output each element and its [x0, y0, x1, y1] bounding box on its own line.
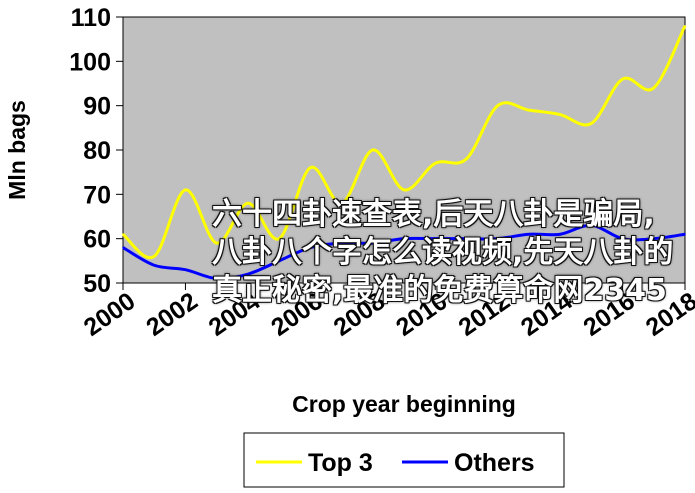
data-point	[590, 224, 593, 227]
data-point	[309, 166, 312, 169]
data-point	[621, 78, 624, 80]
legend: Top 3 Others	[256, 449, 535, 477]
data-point	[278, 260, 280, 262]
data-point	[122, 246, 124, 249]
data-point	[340, 202, 343, 204]
data-point	[340, 242, 343, 244]
y-tick-label: 50	[83, 270, 111, 298]
y-tick-label: 60	[83, 226, 111, 254]
y-tick-label: 100	[69, 48, 111, 76]
data-point	[215, 242, 218, 244]
data-point	[184, 268, 187, 271]
y-tick-label: 80	[83, 137, 111, 165]
x-tick-label: 2002	[141, 287, 203, 342]
y-tick-label: 90	[83, 93, 111, 121]
data-point	[278, 237, 280, 240]
data-point	[371, 149, 374, 151]
data-point	[309, 246, 312, 249]
data-point	[371, 242, 374, 244]
overlay-text: 六十四卦速查表,后天八卦是骗局,八卦八个字怎么读视频,先天八卦的真正秘密,最准的…	[212, 197, 674, 308]
data-point	[434, 162, 437, 165]
data-point	[434, 237, 437, 240]
data-point	[496, 104, 499, 107]
y-axis-title: Mln bags	[4, 100, 30, 200]
data-point	[621, 237, 624, 240]
data-point	[528, 233, 530, 236]
data-point	[684, 233, 686, 236]
data-point	[684, 25, 686, 27]
data-point	[153, 264, 156, 267]
data-point	[153, 255, 156, 258]
legend-box	[243, 432, 565, 488]
data-point	[652, 237, 655, 240]
data-point	[247, 273, 249, 275]
data-point	[496, 237, 499, 240]
data-point	[465, 158, 468, 160]
data-point	[528, 109, 530, 111]
legend-label: Top 3	[308, 449, 373, 477]
data-point	[590, 122, 593, 125]
series-layer	[121, 25, 687, 281]
data-point	[559, 113, 561, 116]
data-point	[184, 189, 187, 191]
data-point	[652, 87, 655, 89]
y-axis: 50 60 70 80 90 100 110	[69, 4, 123, 298]
data-point	[215, 277, 218, 280]
x-axis-title: Crop year beginning	[292, 391, 516, 417]
data-point	[559, 233, 561, 236]
y-tick-label: 110	[71, 4, 111, 32]
data-point	[403, 189, 405, 191]
data-point	[247, 202, 249, 204]
data-point	[403, 237, 405, 240]
legend-label: Others	[454, 449, 535, 477]
y-tick-label: 70	[83, 181, 111, 209]
data-point	[465, 237, 468, 240]
data-point	[122, 233, 124, 236]
